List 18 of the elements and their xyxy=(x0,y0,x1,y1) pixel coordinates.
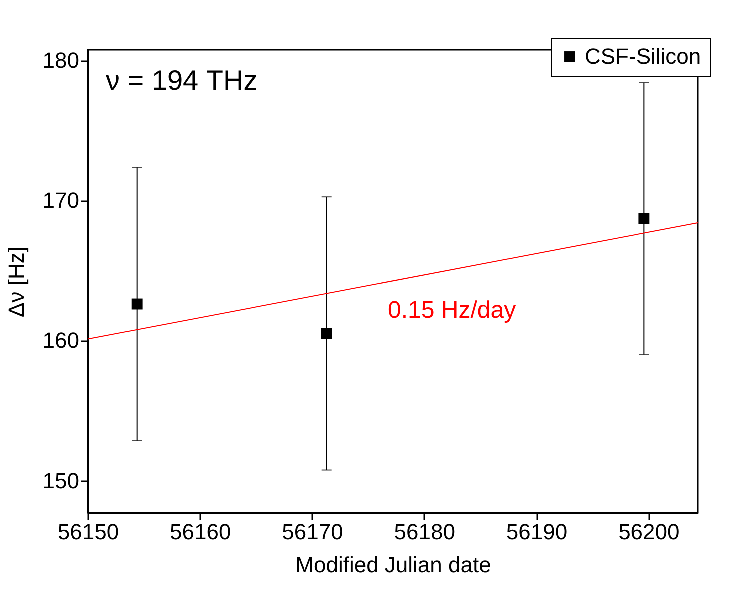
y-tick-label: 160 xyxy=(42,328,80,354)
legend-label: CSF-Silicon xyxy=(585,44,702,69)
y-tick-label: 180 xyxy=(42,48,80,74)
x-tick-label: 56150 xyxy=(58,520,120,544)
y-tick-label: 150 xyxy=(42,468,80,494)
point xyxy=(321,328,332,340)
x-tick-label: 56190 xyxy=(506,520,568,544)
y-tick-label: 170 xyxy=(42,188,80,214)
series-label: 0.15 Hz/day xyxy=(388,297,516,324)
x-tick-label: 56160 xyxy=(170,520,232,544)
y-axis-title: Δν [Hz] xyxy=(4,246,29,318)
x-tick-label: 56180 xyxy=(394,520,456,544)
point xyxy=(132,298,143,310)
point xyxy=(638,213,650,224)
x-tick-label: 56170 xyxy=(282,520,344,544)
x-tick-label: 56200 xyxy=(618,520,680,544)
annotation: ν = 194 THz xyxy=(106,65,258,96)
x-axis-title: Modified Julian date xyxy=(296,552,492,578)
